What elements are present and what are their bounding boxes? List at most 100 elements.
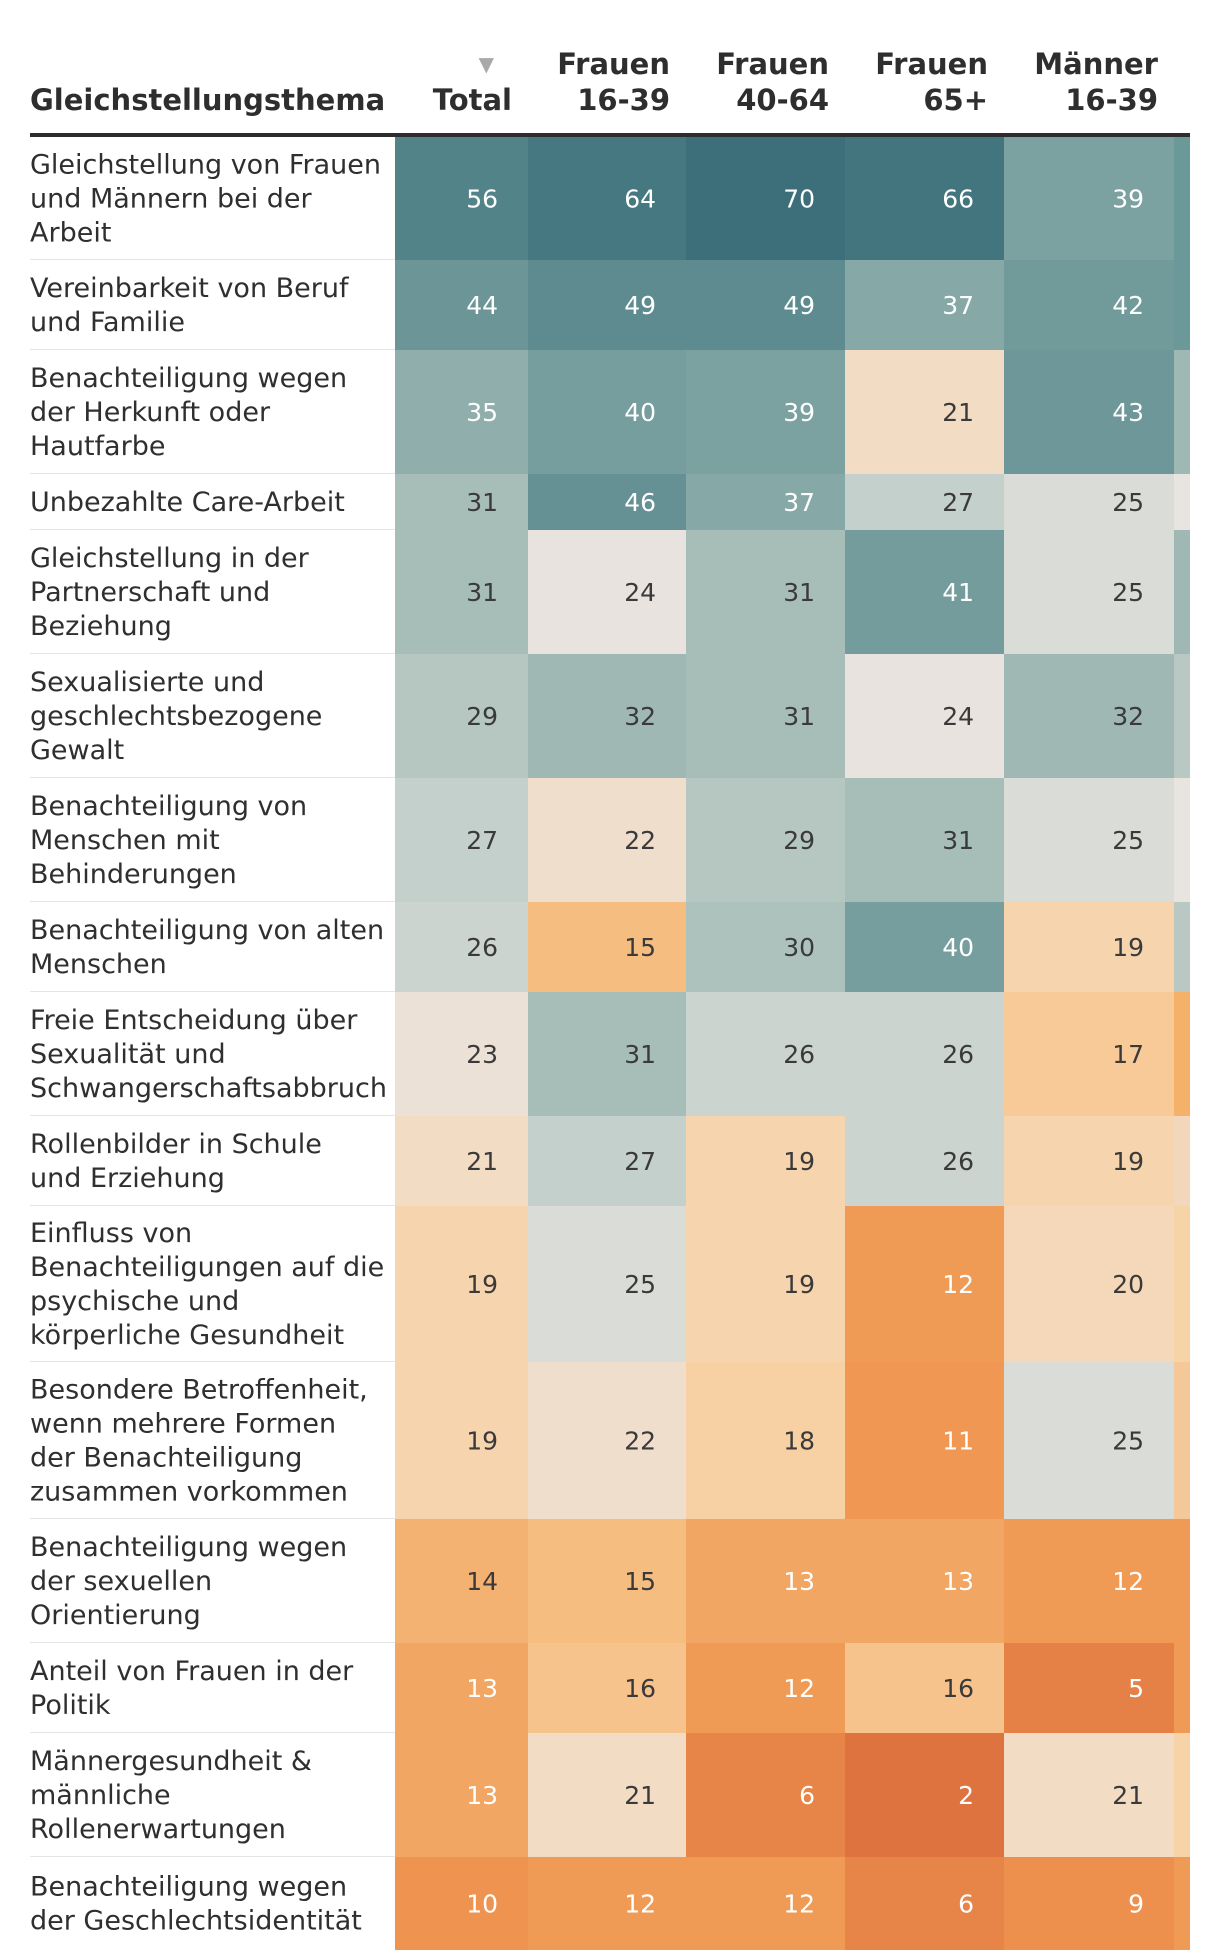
- cell-r2-c1: [395, 260, 528, 350]
- row-divider-3: [30, 473, 395, 474]
- cell-r3-c4: [845, 350, 1004, 474]
- row-divider-6: [30, 777, 395, 778]
- column-header-2-line-2[interactable]: 16-39: [577, 83, 670, 117]
- cell-value-r9-c5: 17: [1112, 1040, 1144, 1069]
- cell-value-r8-c3: 30: [783, 933, 815, 962]
- cell-r13-c1: [395, 1519, 528, 1643]
- cell-r14-c2: [528, 1643, 686, 1733]
- column-header-3-line-2[interactable]: 40-64: [736, 83, 829, 117]
- cell-r8-c6-partial: [1174, 902, 1190, 992]
- cell-r2-c6-partial: [1174, 260, 1190, 350]
- cell-value-r10-c5: 19: [1112, 1147, 1144, 1176]
- row-divider-5: [30, 653, 395, 654]
- cell-value-r8-c4: 40: [942, 933, 974, 962]
- header-layer: Gleichstellungsthema Total▼ Frauen16-39Fra…: [30, 47, 1190, 137]
- cell-r5-c4: [845, 530, 1004, 654]
- cell-r3-c6-partial: [1174, 350, 1190, 474]
- cell-r7-c4: [845, 778, 1004, 902]
- row-label-8-line-1: Benachteiligung von alten: [30, 915, 384, 946]
- cell-value-r1-c3: 70: [783, 185, 815, 214]
- sort-indicator-icon[interactable]: ▼: [479, 52, 495, 76]
- row-divider-7: [30, 901, 395, 902]
- cell-r9-c5: [1004, 992, 1174, 1116]
- cell-value-r6-c4: 24: [942, 702, 974, 731]
- column-header-3-line-1[interactable]: Frauen: [716, 47, 829, 81]
- cell-value-r12-c5: 25: [1112, 1427, 1144, 1456]
- cell-r4-c2: [528, 474, 686, 530]
- cell-r6-c4: [845, 654, 1004, 778]
- column-header-5-line-2[interactable]: 16-39: [1065, 83, 1158, 117]
- row-label-16-line-2: der Geschlechtsidentität: [30, 1906, 362, 1937]
- cell-value-r3-c5: 43: [1112, 398, 1144, 427]
- cell-r4-c6-partial: [1174, 474, 1190, 530]
- cell-value-r12-c4: 11: [942, 1427, 974, 1456]
- row-divider-15: [30, 1856, 395, 1857]
- cell-value-r9-c2: 31: [624, 1040, 656, 1069]
- cell-r14-c4: [845, 1643, 1004, 1733]
- cell-r10-c4: [845, 1116, 1004, 1206]
- cell-value-r4-c1: 31: [466, 488, 498, 517]
- row-label-15-line-3: Rollenerwartungen: [30, 1814, 286, 1845]
- row-label-12-line-2: wenn mehrere Formen: [30, 1409, 336, 1440]
- column-header-2-line-1[interactable]: Frauen: [557, 47, 670, 81]
- cell-value-r11-c3: 19: [783, 1270, 815, 1299]
- column-header-4-line-2[interactable]: 65+: [923, 83, 988, 117]
- cell-value-r2-c2: 49: [624, 291, 656, 320]
- row-label-1-line-1: Gleichstellung von Frauen: [30, 150, 381, 181]
- cell-value-r6-c5: 32: [1112, 702, 1144, 731]
- cell-r6-c2: [528, 654, 686, 778]
- cell-r8-c2: [528, 902, 686, 992]
- cell-r11-c5: [1004, 1206, 1174, 1362]
- row-label-7-line-3: Behinderungen: [30, 859, 237, 890]
- cell-r13-c3: [686, 1519, 845, 1643]
- cell-r8-c3: [686, 902, 845, 992]
- row-label-11-line-3: psychische und: [30, 1286, 239, 1317]
- row-label-3-line-2: der Herkunft oder: [30, 397, 271, 428]
- column-header-5-line-1[interactable]: Männer: [1034, 47, 1158, 81]
- cell-value-r3-c4: 21: [942, 398, 974, 427]
- cell-r16-c2: [528, 1857, 686, 1950]
- cell-value-r10-c2: 27: [624, 1147, 656, 1176]
- cell-value-r7-c5: 25: [1112, 826, 1144, 855]
- cell-value-r11-c1: 19: [466, 1270, 498, 1299]
- row-label-9-line-2: Sexualität und: [30, 1039, 226, 1070]
- row-label-10-line-1: Rollenbilder in Schule: [30, 1129, 322, 1160]
- cell-value-r1-c1: 56: [466, 185, 498, 214]
- cell-r2-c5: [1004, 260, 1174, 350]
- cell-value-r5-c1: 31: [466, 578, 498, 607]
- cell-value-r2-c5: 42: [1112, 291, 1144, 320]
- cell-r14-c5: [1004, 1643, 1174, 1733]
- cell-r3-c2: [528, 350, 686, 474]
- cell-r10-c1: [395, 1116, 528, 1206]
- cell-r1-c3: [686, 137, 845, 260]
- cell-value-r8-c2: 15: [624, 933, 656, 962]
- cell-r2-c4: [845, 260, 1004, 350]
- cell-r7-c1: [395, 778, 528, 902]
- cell-value-r14-c3: 12: [783, 1674, 815, 1703]
- cell-value-r9-c4: 26: [942, 1040, 974, 1069]
- row-label-6-line-1: Sexualisierte und: [30, 667, 264, 698]
- column-header-1[interactable]: Total: [433, 83, 512, 117]
- row-divider-8: [30, 991, 395, 992]
- cell-r7-c3: [686, 778, 845, 902]
- cell-value-r8-c1: 26: [466, 933, 498, 962]
- cell-value-r11-c4: 12: [942, 1270, 974, 1299]
- cell-value-r16-c5: 9: [1128, 1890, 1144, 1919]
- column-header-4-line-1[interactable]: Frauen: [875, 47, 988, 81]
- row-label-12-line-3: der Benachteiligung: [30, 1443, 302, 1474]
- cell-r16-c5: [1004, 1857, 1174, 1950]
- row-label-3-line-1: Benachteiligung wegen: [30, 363, 347, 394]
- row-label-11-line-4: körperliche Gesundheit: [30, 1320, 344, 1351]
- cell-value-r9-c1: 23: [466, 1040, 498, 1069]
- cell-r6-c1: [395, 654, 528, 778]
- cell-value-r13-c2: 15: [624, 1567, 656, 1596]
- cell-value-r15-c4: 2: [958, 1781, 974, 1810]
- cell-r7-c5: [1004, 778, 1174, 902]
- cell-r10-c6-partial: [1174, 1116, 1190, 1206]
- cell-r9-c2: [528, 992, 686, 1116]
- cell-r9-c6-partial: [1174, 992, 1190, 1116]
- cell-value-r5-c2: 24: [624, 578, 656, 607]
- header-rule: [30, 133, 1190, 137]
- cell-value-r1-c4: 66: [942, 185, 974, 214]
- row-label-2-line-2: und Familie: [30, 307, 185, 338]
